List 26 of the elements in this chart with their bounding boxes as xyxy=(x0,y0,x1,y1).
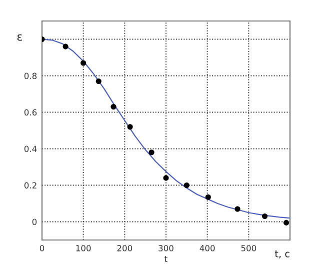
point xyxy=(184,182,190,188)
y-tick-label: 0 xyxy=(32,218,37,226)
point xyxy=(205,194,211,200)
text: t, c xyxy=(274,250,290,258)
x-axis-title: t xyxy=(164,256,168,262)
point xyxy=(234,206,240,212)
point xyxy=(148,150,154,156)
point xyxy=(284,220,290,226)
y-tick-label: 0.2 xyxy=(24,182,36,189)
point xyxy=(80,60,86,66)
point xyxy=(127,124,133,130)
point xyxy=(110,104,116,110)
y-tick-label: 0.4 xyxy=(24,146,37,152)
x-tick-label: 500 xyxy=(241,245,256,252)
y-tick-label: 0.6 xyxy=(24,109,37,116)
point xyxy=(262,213,268,220)
x-tick-label: 100 xyxy=(76,245,91,252)
x-tick-label: 0 xyxy=(40,245,44,252)
y-axis-title: ε xyxy=(17,34,22,41)
x-tick-label: 200 xyxy=(117,245,132,252)
y-tick-label: 0.8 xyxy=(24,72,37,80)
point xyxy=(62,44,68,50)
point xyxy=(96,78,102,84)
x-tick-label: 400 xyxy=(200,245,215,252)
point xyxy=(163,175,169,181)
x-tick-label: 300 xyxy=(158,245,174,252)
